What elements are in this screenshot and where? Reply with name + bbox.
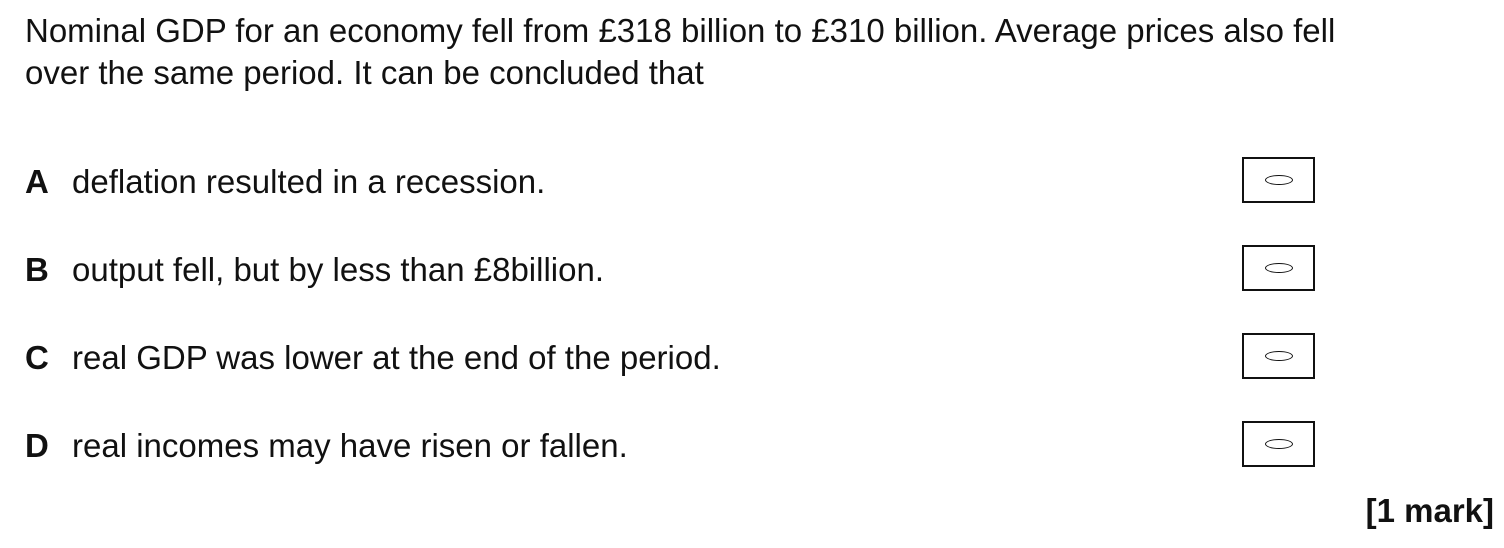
marks-label: [1 mark] — [1365, 492, 1494, 529]
option-c: C real GDP was lower at the end of the p… — [25, 333, 1325, 383]
answer-box-c[interactable] — [1242, 333, 1315, 379]
bubble-icon — [1264, 263, 1293, 273]
bubble-icon — [1264, 175, 1293, 185]
bubble-icon — [1264, 351, 1293, 361]
option-letter: B — [25, 251, 49, 288]
answer-box-a[interactable] — [1242, 157, 1315, 203]
option-a: A deflation resulted in a recession. — [25, 157, 1325, 207]
option-text: deflation resulted in a recession. — [72, 163, 546, 200]
option-b: B output fell, but by less than £8billio… — [25, 245, 1325, 295]
answer-box-b[interactable] — [1242, 245, 1315, 291]
question-line-2: over the same period. It can be conclude… — [25, 54, 704, 91]
option-text: output fell, but by less than £8billion. — [72, 251, 605, 288]
option-text: real incomes may have risen or fallen. — [72, 427, 628, 464]
option-letter: C — [25, 339, 49, 376]
option-text: real GDP was lower at the end of the per… — [72, 339, 721, 376]
option-d: D real incomes may have risen or fallen. — [25, 421, 1325, 471]
answer-box-d[interactable] — [1242, 421, 1315, 467]
question-stem: Nominal GDP for an economy fell from £31… — [25, 10, 1504, 94]
option-letter: A — [25, 163, 49, 200]
option-letter: D — [25, 427, 49, 464]
question-line-1: Nominal GDP for an economy fell from £31… — [25, 12, 1336, 49]
bubble-icon — [1264, 439, 1293, 449]
